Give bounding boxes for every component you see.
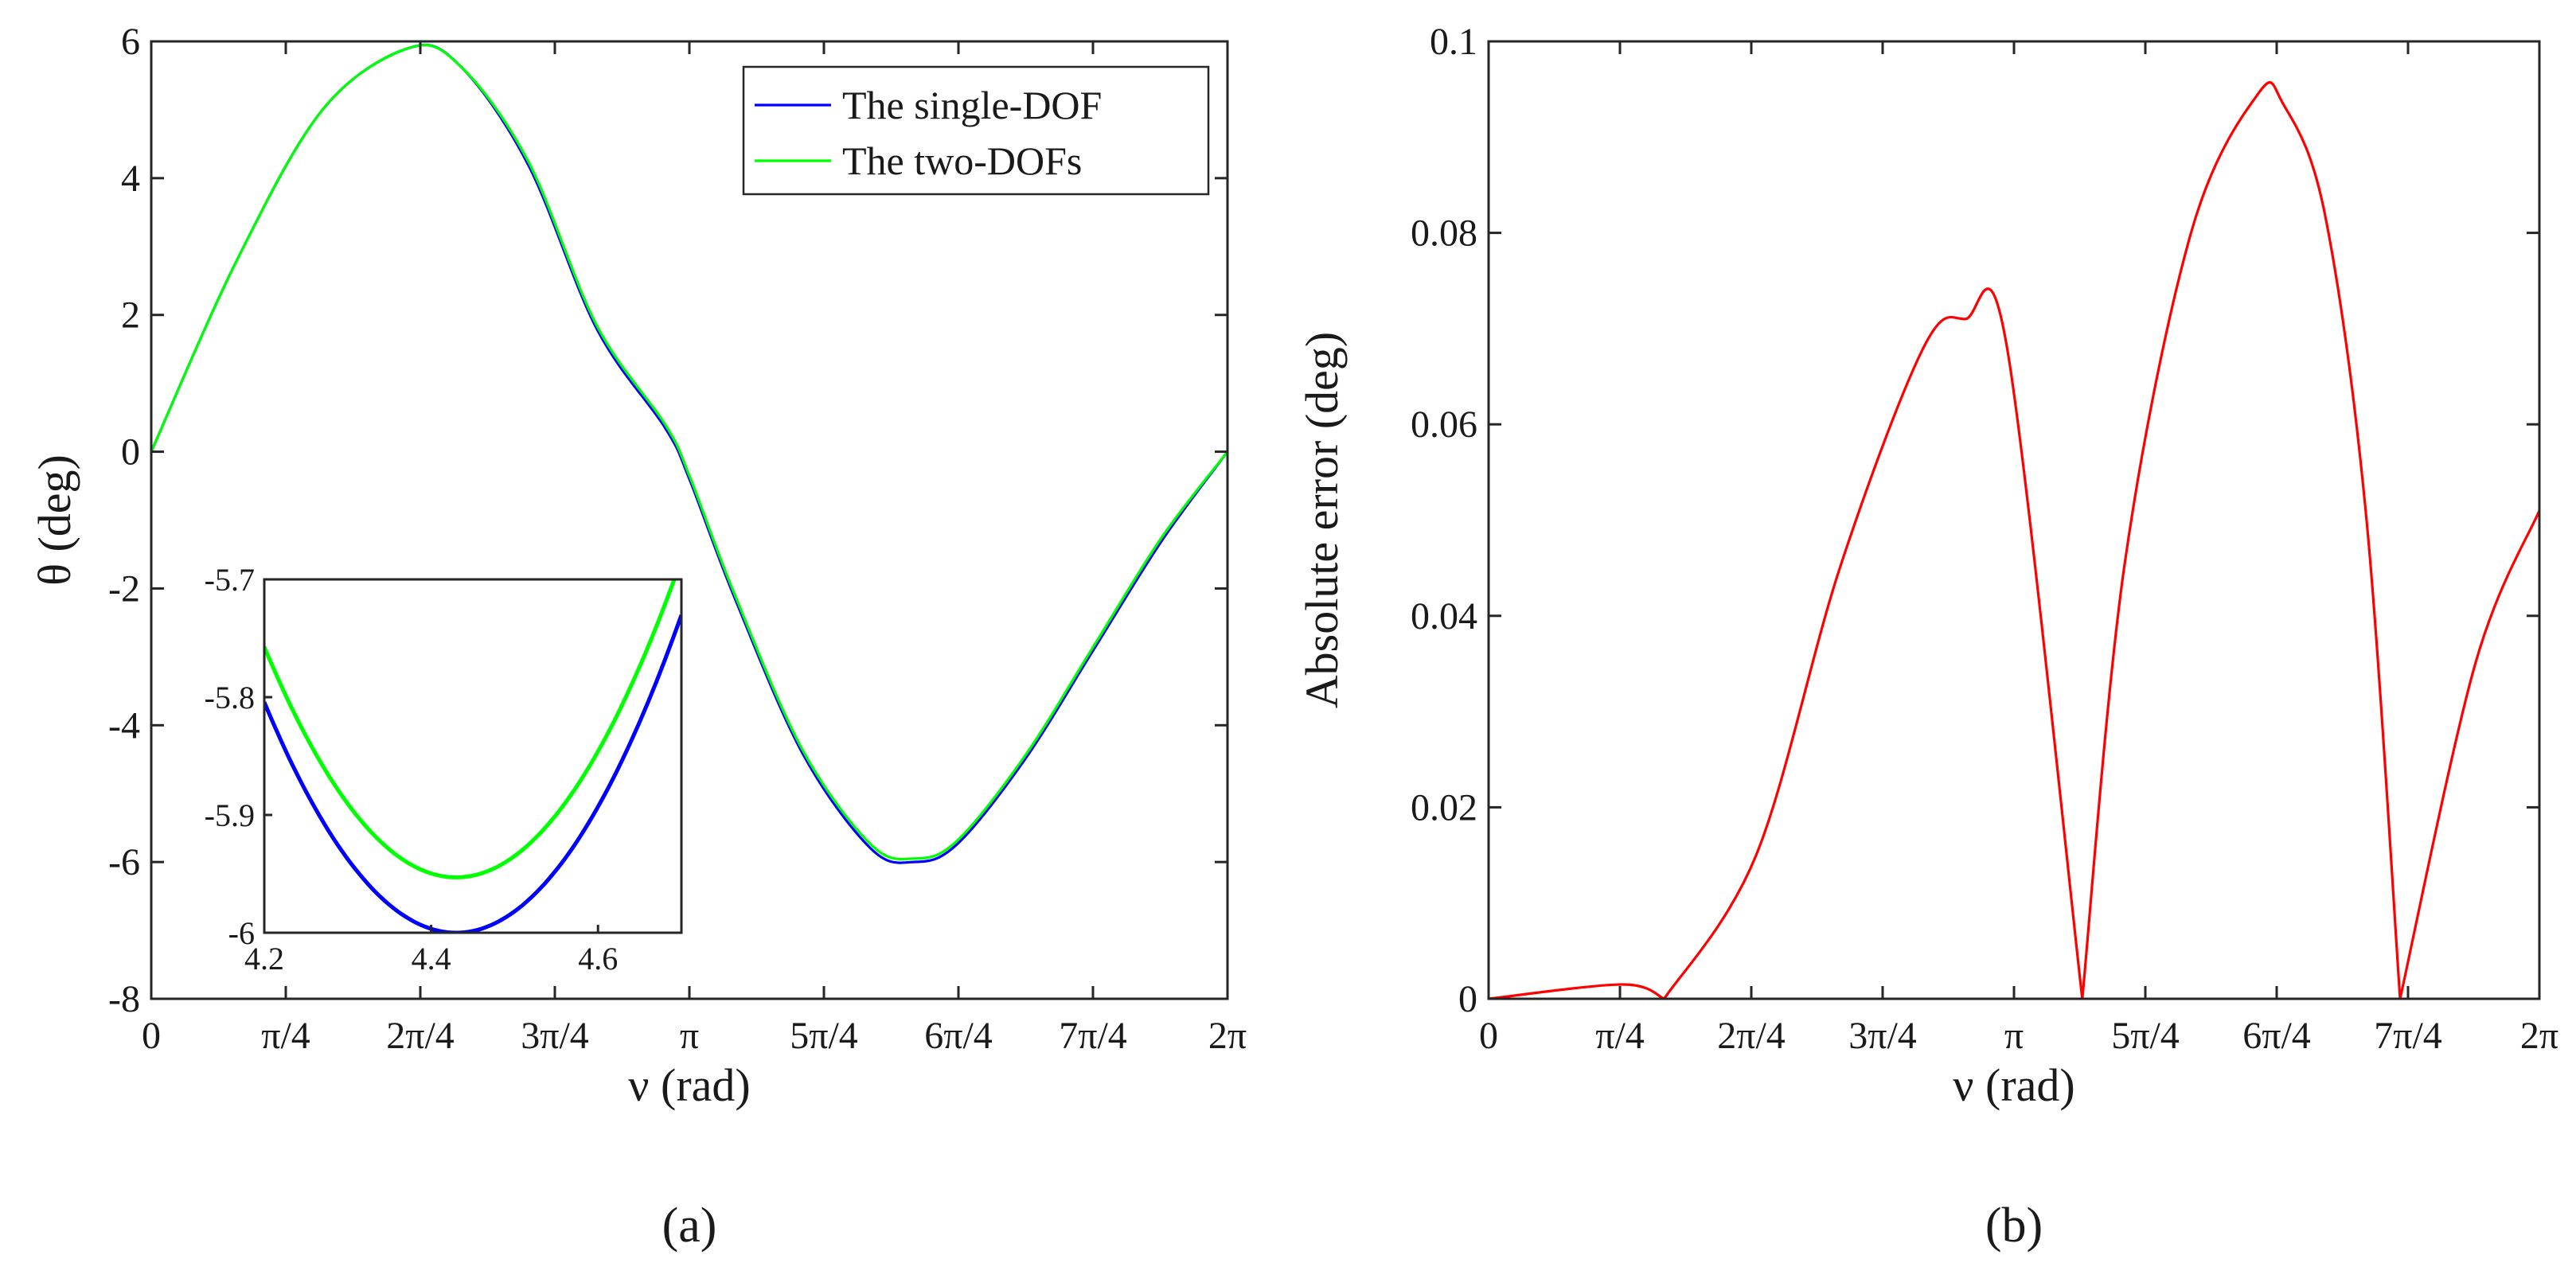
x-axis-label: ν (rad) [628, 1059, 750, 1111]
y-tick-label: 6 [121, 21, 140, 63]
y-tick-label: 0.06 [1411, 403, 1477, 446]
y-axis-label: Absolute error (deg) [1296, 332, 1348, 709]
plot-area [151, 44, 1228, 864]
x-tick-label: 2π [2520, 1015, 2558, 1057]
inset-y-tick-label: -5.7 [205, 562, 255, 598]
y-axis-label: θ (deg) [29, 454, 80, 586]
axes-frame [1487, 40, 2541, 1000]
x-tick-label: π/4 [261, 1015, 310, 1057]
legend-label: The two-DOFs [842, 138, 1082, 183]
y-tick-label: -8 [108, 978, 140, 1020]
y-tick-label: -6 [108, 841, 140, 883]
legend-label: The single-DOF [842, 83, 1102, 127]
y-tick-label: 0 [1458, 978, 1477, 1020]
x-tick-label: π [680, 1015, 699, 1057]
y-tick-label: -2 [108, 567, 140, 610]
panel-label: (b) [1985, 1199, 2043, 1253]
inset-line-two-dofs [264, 579, 677, 879]
inset-x-tick-label: 4.4 [412, 941, 451, 977]
y-tick-label: 0 [121, 431, 140, 474]
inset-y-tick-label: -5.9 [205, 797, 255, 833]
inset-frame [263, 578, 683, 934]
x-tick-label: 2π/4 [386, 1015, 455, 1057]
x-tick-label: 2π/4 [1717, 1015, 1786, 1057]
x-tick-label: 3π/4 [521, 1015, 589, 1057]
x-tick-label: 2π [1208, 1015, 1247, 1057]
inset-x-tick-label: 4.6 [578, 941, 618, 977]
plot-area [1489, 81, 2539, 999]
x-tick-label: π/4 [1595, 1015, 1645, 1057]
inset-chart: 4.2 4.4 4.6 -6 -5.9 -5.8 -5.7 [205, 562, 683, 977]
series-line-0 [1489, 81, 2539, 999]
y-tick-label: 0.04 [1411, 595, 1477, 637]
y-tick-label: 0.08 [1411, 212, 1477, 255]
x-tick-label: 0 [142, 1015, 161, 1057]
x-tick-label: 6π/4 [2242, 1015, 2311, 1057]
x-tick-label: π [2004, 1015, 2024, 1057]
legend: The single-DOF The two-DOFs [742, 65, 1210, 196]
inset-y-tick-label: -6 [228, 915, 255, 951]
x-tick-label: 7π/4 [1059, 1015, 1127, 1057]
y-tick-label: 2 [121, 294, 140, 337]
series-line-the-two-dofs [151, 44, 1228, 861]
y-tick-label: -4 [108, 704, 140, 747]
x-tick-label: 5π/4 [790, 1015, 858, 1057]
x-tick-label: 7π/4 [2374, 1015, 2442, 1057]
x-axis-label: ν (rad) [1953, 1059, 2074, 1111]
x-tick-label: 5π/4 [2111, 1015, 2180, 1057]
inset-background [264, 579, 681, 933]
legend-box [742, 65, 1210, 196]
y-tick-label: 4 [121, 158, 140, 200]
x-tick-label: 0 [1479, 1015, 1498, 1057]
chart-a: 0 π/4 2π/4 3π/4 π 5π/4 6π/4 7π/4 2π -8 -6 -4 -2 0 2 4 6 ν… [29, 21, 1247, 1253]
x-tick-label: 6π/4 [924, 1015, 993, 1057]
panel-label: (a) [662, 1199, 717, 1253]
y-tick-label: 0.02 [1411, 786, 1477, 828]
inset-x-tick-label: 4.2 [244, 941, 284, 977]
x-tick-label: 3π/4 [1848, 1015, 1917, 1057]
y-tick-label: 0.1 [1430, 21, 1477, 63]
inset-y-tick-label: -5.8 [205, 680, 255, 715]
chart-b: 0 π/4 2π/4 3π/4 π 5π/4 6π/4 7π/4 2π 0 0.02 0.04 0.06… [1296, 21, 2558, 1253]
inset-line-single-dof [264, 614, 681, 933]
